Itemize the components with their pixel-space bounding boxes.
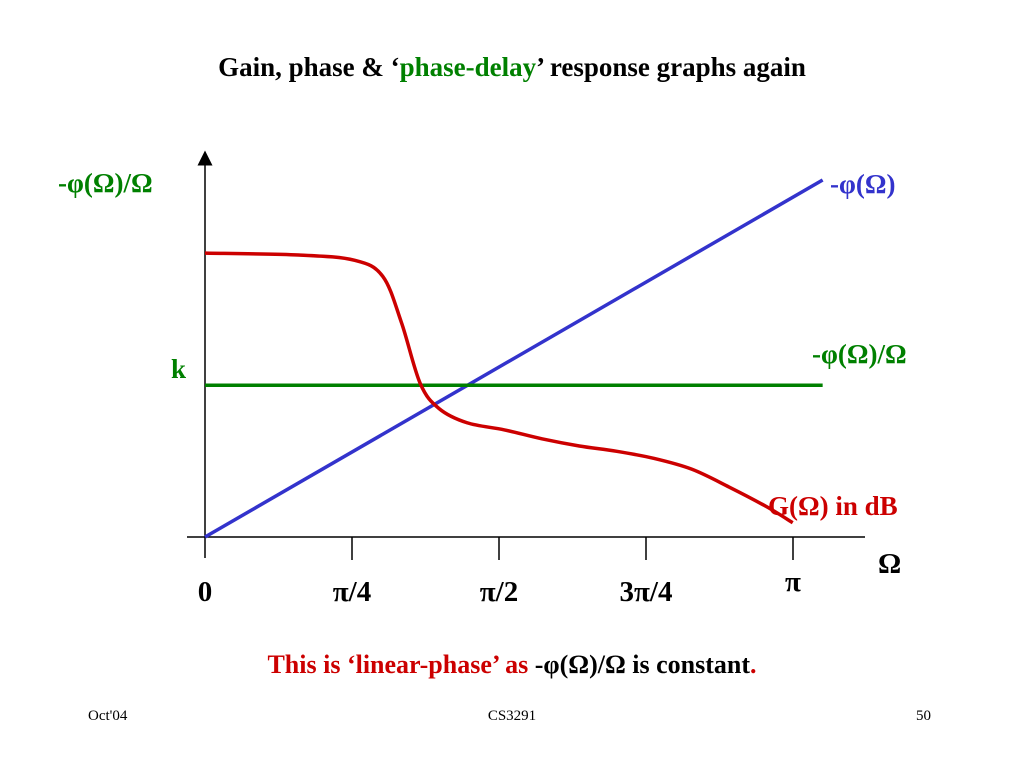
x-tick-label-3: 3π/4	[619, 576, 673, 608]
slide-title: Gain, phase & ‘phase-delay’ response gra…	[0, 52, 1024, 83]
title-prefix: Gain, phase & ‘	[218, 52, 400, 82]
footer-date: Oct'04	[88, 708, 128, 724]
axes	[187, 150, 865, 560]
caption-part4: .	[750, 650, 757, 679]
phase-line	[204, 178, 824, 539]
footer-course: CS3291	[487, 708, 537, 724]
gain-curve	[204, 251, 794, 525]
k-tick-label: k	[171, 354, 187, 384]
title-suffix: ’ response graphs again	[536, 52, 806, 82]
caption-part3: is constant	[625, 650, 751, 679]
caption: This is ‘linear-phase’ as -φ(Ω)/Ω is con…	[0, 650, 1024, 680]
y-axis-label: -φ(Ω)/Ω	[58, 168, 153, 198]
caption-part1: This is ‘linear-phase’ as	[267, 650, 535, 679]
gain-series-label: G(Ω) in dB	[768, 491, 898, 521]
x-tick-label-2: π/2	[479, 576, 519, 608]
caption-part2: -φ(Ω)/Ω	[534, 650, 626, 679]
x-tick-label-1: π/4	[332, 576, 372, 608]
x-tick-label-4: π	[785, 566, 801, 598]
phase-series-label: -φ(Ω)	[830, 169, 896, 199]
footer-page-number: 50	[916, 708, 931, 724]
delay-series-label: -φ(Ω)/Ω	[812, 339, 907, 369]
title-highlight: phase-delay	[399, 52, 537, 82]
series-group	[204, 178, 824, 539]
x-tick-label-0: 0	[197, 576, 213, 608]
x-axis-label: Ω	[878, 548, 902, 580]
